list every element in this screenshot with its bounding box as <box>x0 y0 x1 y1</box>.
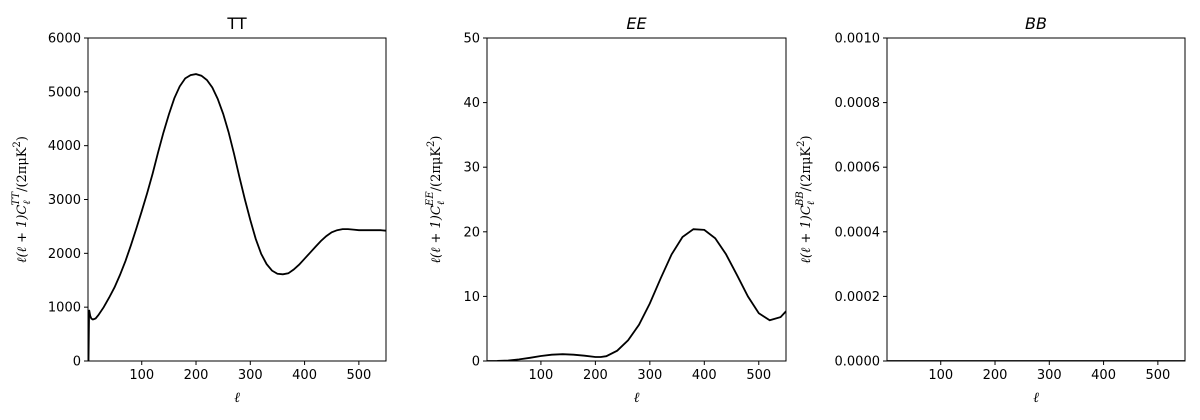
y-tick-label: 30 <box>463 161 480 176</box>
y-tick-label: 6000 <box>48 32 81 47</box>
x-tick-label: 500 <box>346 368 371 383</box>
chart-title: BB <box>1025 14 1047 33</box>
x-axis-label: ℓ <box>634 390 640 406</box>
chart-panel-tt: 100 200 300 400 5000100020003000400050006000… <box>11 14 387 406</box>
y-tick-label: 0.0008 <box>835 96 881 111</box>
y-tick-label: 0.0004 <box>835 225 881 240</box>
y-tick-label: 0.0002 <box>835 290 881 305</box>
series-line <box>487 228 786 361</box>
chart-title: EE <box>626 14 647 33</box>
y-tick-label: 1000 <box>48 301 81 316</box>
x-tick-label: 100 <box>129 368 154 383</box>
x-tick-label: 100 <box>928 368 953 383</box>
y-tick-label: 40 <box>463 96 480 111</box>
y-axis-label: ℓ(ℓ + 1)CℓBB/(2πμK2) <box>795 135 817 263</box>
chart-panel-ee: 100 200 300 400 500 0 10 20 30 40 50 EE ℓ ℓ(ℓ + 1)CℓE… <box>425 14 787 406</box>
x-tick-label: 200 <box>184 368 209 383</box>
y-tick-label: 10 <box>463 290 480 305</box>
y-tick-label: 20 <box>463 225 480 240</box>
y-tick-label: 0 <box>472 355 480 370</box>
x-axis-label: ℓ <box>1033 390 1039 406</box>
axes-frame <box>87 37 387 362</box>
x-tick-label: 500 <box>746 368 771 383</box>
x-tick-label: 200 <box>583 368 608 383</box>
chart-title: TT <box>226 14 246 33</box>
y-tick-label: 4000 <box>48 139 81 154</box>
y-tick-label: 50 <box>463 32 480 47</box>
x-tick-label: 400 <box>692 368 717 383</box>
y-axis-label: ℓ(ℓ + 1)CℓEE/(2πμK2) <box>425 135 447 263</box>
y-axis-label: ℓ(ℓ + 1)CℓTT/(2πμK2) <box>11 136 33 263</box>
axes-frame <box>486 37 787 362</box>
x-tick-label: 400 <box>1091 368 1116 383</box>
x-tick-label: 500 <box>1145 368 1170 383</box>
y-tick-label: 2000 <box>48 247 81 262</box>
y-tick-label: 0.0006 <box>835 161 881 176</box>
chart-panel-bb: 100 200 300 400 500 0.0000 0.0002 0.0004 0.0006 0… <box>795 14 1186 406</box>
x-tick-label: 200 <box>983 368 1008 383</box>
x-axis-label: ℓ <box>234 390 240 406</box>
axes-frame <box>886 37 1186 362</box>
x-tick-label: 300 <box>238 368 263 383</box>
x-tick-label: 300 <box>1037 368 1062 383</box>
y-tick-label: 0.0010 <box>835 32 881 47</box>
y-tick-label: 3000 <box>48 193 81 208</box>
y-tick-label: 0.0000 <box>835 355 881 370</box>
series-line <box>88 73 386 361</box>
y-tick-label: 0 <box>73 355 81 370</box>
y-tick-label: 5000 <box>48 85 81 100</box>
x-tick-label: 400 <box>292 368 317 383</box>
x-tick-label: 300 <box>637 368 662 383</box>
x-tick-label: 100 <box>529 368 554 383</box>
